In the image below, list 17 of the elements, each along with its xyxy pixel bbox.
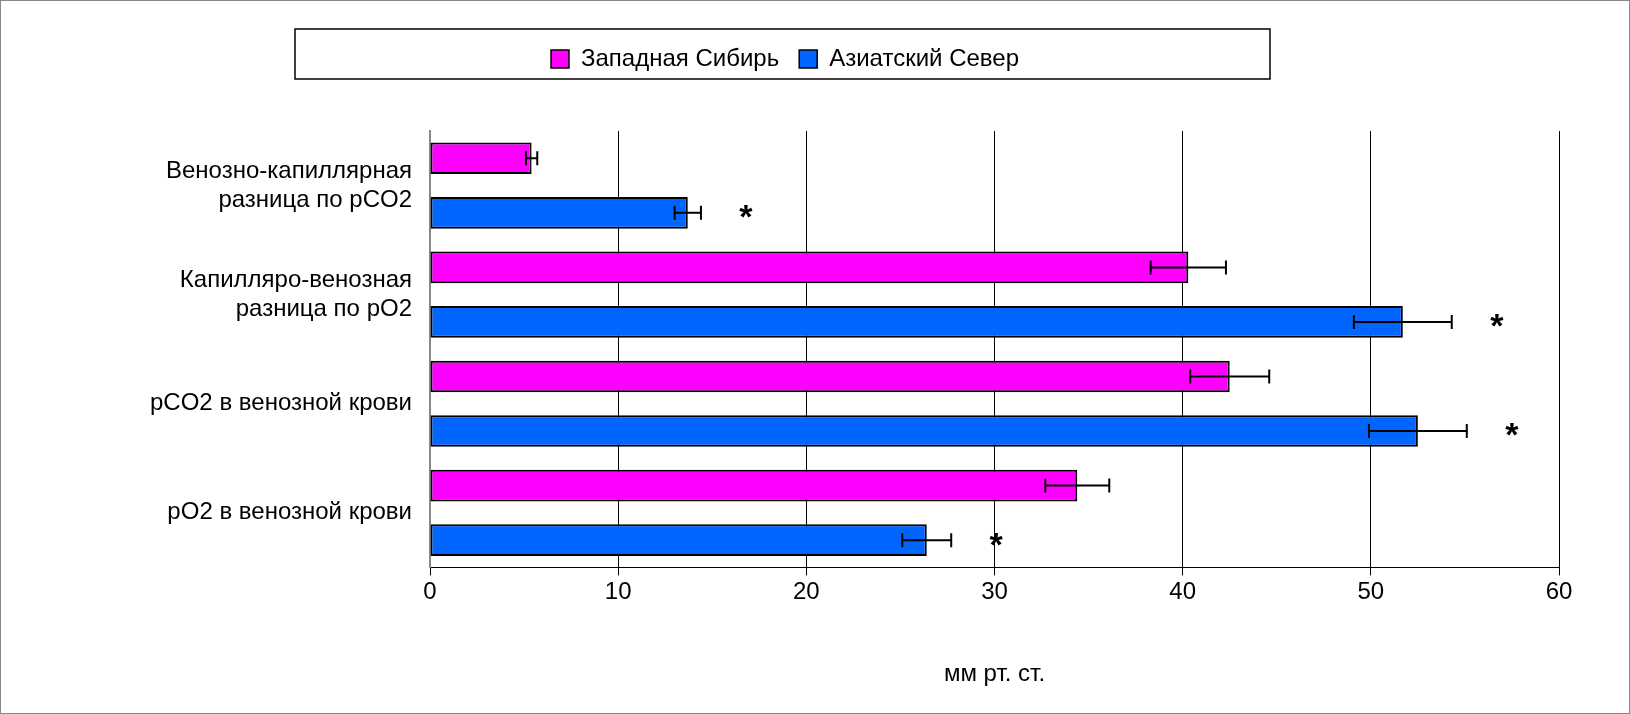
legend-label: Азиатский Север	[829, 43, 1019, 71]
x-tick-label: 60	[1545, 577, 1573, 605]
annotation: *	[739, 197, 754, 236]
y-tick-label: pO2 в венозной крови	[167, 497, 412, 525]
x-tick-label: 40	[1169, 577, 1197, 605]
x-tick-label: 10	[604, 577, 632, 605]
annotation: *	[1505, 415, 1520, 454]
y-tick-label: pCO2 в венозной крови	[150, 388, 412, 416]
x-axis-title: мм рт. ст.	[943, 659, 1046, 687]
y-tick-label: Капилляро-венозная разница по pO2	[179, 264, 412, 321]
x-tick-label: 0	[423, 577, 437, 605]
y-tick-label: Венозно-капиллярная разница по pCO2	[165, 155, 412, 212]
annotation: *	[1490, 306, 1505, 345]
x-tick-label: 50	[1357, 577, 1385, 605]
x-tick-label: 30	[981, 577, 1008, 605]
x-tick-label: 20	[792, 577, 820, 605]
legend-label: Западная Сибирь	[581, 43, 780, 71]
